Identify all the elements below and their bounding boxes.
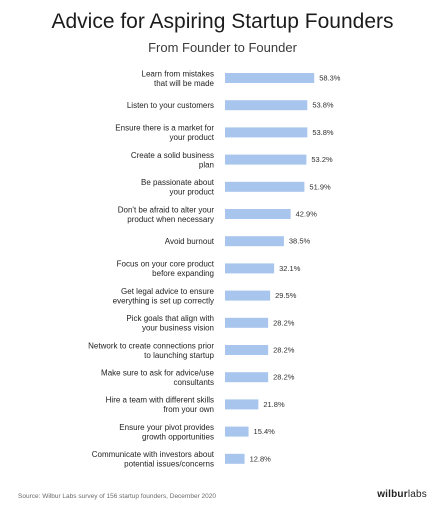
category-label-line: consultants [174, 378, 214, 387]
category-label-line: your business vision [142, 324, 214, 333]
value-label: 12.8% [250, 454, 272, 463]
category-label: Be passionate about your product [141, 178, 215, 197]
brand-logo: wilburlabs [377, 489, 427, 500]
category-label-line: Listen to your customers [127, 101, 214, 110]
category-label-line: Make sure to ask for advice/use [101, 368, 214, 377]
bar [225, 181, 305, 192]
value-label: 21.8% [263, 400, 285, 409]
value-label: 32.1% [279, 264, 301, 273]
value-label: 51.9% [309, 182, 331, 191]
category-label: Don't be afraid to alter your product whe… [118, 205, 215, 224]
category-label: Listen to your customers [127, 101, 214, 110]
category-label-line: before expanding [152, 269, 214, 278]
category-label: Make sure to ask for advice/use consultan… [101, 368, 214, 387]
category-label-line: from your own [163, 405, 214, 414]
brand-light: labs [407, 489, 427, 500]
category-label-line: Learn from mistakes [142, 69, 214, 78]
bar [225, 263, 275, 274]
category-label: Learn from mistakes that will be made [142, 69, 215, 88]
category-label: Pick goals that align with your business … [126, 314, 214, 333]
category-label-line: Hire a team with different skills [106, 396, 214, 405]
category-label-line: your product [170, 133, 215, 142]
category-label-line: potential issues/concerns [124, 460, 214, 469]
bar [225, 127, 308, 138]
category-label-line: Get legal advice to ensure [121, 287, 214, 296]
category-label: Hire a team with different skills from yo… [106, 396, 214, 415]
category-label-line: Communicate with investors about [92, 450, 215, 459]
brand-bold: wilbur [377, 489, 408, 500]
category-label-line: Be passionate about [141, 178, 215, 187]
category-label: Ensure your pivot provides growth opportu… [119, 423, 214, 442]
category-label-line: to launching startup [144, 351, 214, 360]
bar [225, 73, 315, 83]
category-label-line: Don't be afraid to alter your [118, 205, 215, 214]
value-label: 28.2% [273, 318, 295, 327]
category-label: Focus on your core product before expandi… [117, 260, 215, 279]
bar [225, 453, 245, 464]
bar [225, 236, 284, 247]
bar [225, 290, 271, 301]
bar [225, 372, 269, 383]
category-label-line: everything is set up correctly [113, 296, 214, 305]
value-label: 28.2% [273, 346, 295, 355]
category-label-line: Focus on your core product [117, 260, 215, 269]
category-label: Communicate with investors about potentia… [92, 450, 215, 469]
bar [225, 426, 249, 437]
category-label-line: Pick goals that align with [126, 314, 214, 323]
value-label: 29.5% [275, 291, 297, 300]
value-label: 42.9% [296, 210, 318, 219]
category-label-line: that will be made [154, 79, 215, 88]
bar [225, 154, 307, 165]
category-label: Create a solid business plan [131, 151, 214, 170]
category-label: Avoid burnout [165, 237, 215, 246]
bar [225, 399, 259, 410]
category-label: Network to create connections prior to la… [88, 341, 214, 360]
category-label: Get legal advice to ensure everything is … [113, 287, 215, 306]
value-label: 53.2% [311, 155, 333, 164]
value-label: 15.4% [254, 427, 276, 436]
bar [225, 317, 269, 328]
bar [225, 100, 308, 111]
category-label-line: Ensure there is a market for [115, 124, 214, 133]
category-label: Ensure there is a market for your product [115, 124, 214, 143]
value-label: 38.5% [289, 237, 311, 246]
category-label-line: growth opportunities [142, 432, 214, 441]
category-label-line: product when necessary [127, 215, 214, 224]
category-label-line: your product [170, 188, 215, 197]
category-label-line: plan [199, 160, 214, 169]
bar [225, 209, 291, 219]
source-note: Source: Wilbur Labs survey of 156 startu… [18, 493, 216, 500]
value-label: 53.8% [312, 128, 334, 137]
chart-subtitle: From Founder to Founder [148, 40, 297, 55]
value-label: 28.2% [273, 373, 295, 382]
chart-title: Advice for Aspiring Startup Founders [51, 10, 394, 33]
category-label-line: Avoid burnout [165, 237, 215, 246]
category-label-line: Ensure your pivot provides [119, 423, 214, 432]
bar [225, 345, 269, 355]
category-label-line: Network to create connections prior [88, 341, 214, 350]
category-label-line: Create a solid business [131, 151, 214, 160]
value-label: 53.8% [312, 101, 334, 110]
value-label: 58.3% [319, 74, 341, 83]
